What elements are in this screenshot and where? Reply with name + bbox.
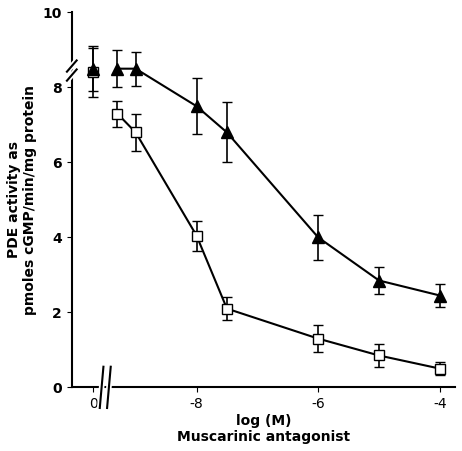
X-axis label: log (M)
Muscarinic antagonist: log (M) Muscarinic antagonist [177, 414, 350, 444]
Y-axis label: PDE activity as
pmoles cGMP/min/mg protein: PDE activity as pmoles cGMP/min/mg prote… [7, 85, 37, 315]
